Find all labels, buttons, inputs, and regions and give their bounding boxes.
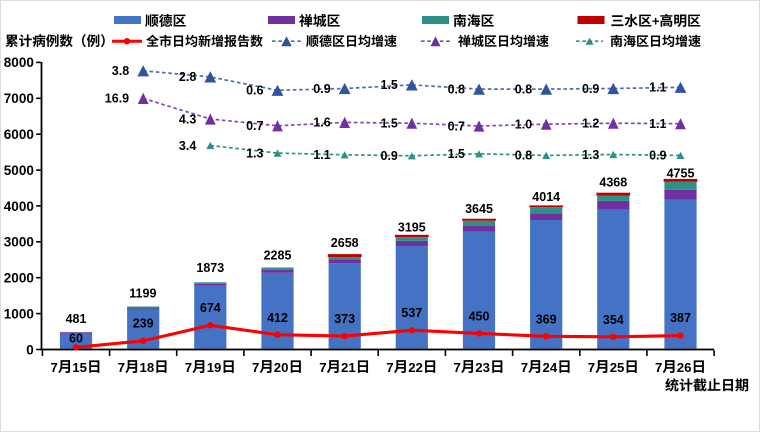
svg-text:15: 15	[72, 360, 87, 375]
svg-text:7: 7	[521, 360, 528, 375]
svg-text:674: 674	[200, 301, 221, 315]
svg-text:23: 23	[475, 360, 490, 375]
svg-text:7: 7	[386, 360, 393, 375]
svg-text:1.0: 1.0	[515, 118, 532, 132]
svg-text:2658: 2658	[331, 236, 359, 250]
svg-text:6000: 6000	[4, 127, 34, 142]
svg-text:24: 24	[543, 360, 558, 375]
svg-text:1.5: 1.5	[381, 117, 398, 131]
svg-text:0.8: 0.8	[448, 82, 465, 96]
svg-text:0.7: 0.7	[448, 119, 465, 133]
svg-text:0.9: 0.9	[381, 149, 398, 163]
svg-text:8000: 8000	[4, 55, 34, 70]
svg-text:2.8: 2.8	[179, 70, 196, 84]
svg-text:7: 7	[51, 360, 58, 375]
svg-text:1.6: 1.6	[313, 116, 330, 130]
svg-text:18: 18	[140, 360, 155, 375]
svg-text:5000: 5000	[4, 163, 34, 178]
svg-text:3195: 3195	[398, 220, 426, 234]
svg-text:7: 7	[454, 360, 461, 375]
svg-text:1.5: 1.5	[381, 78, 398, 92]
svg-text:1.1: 1.1	[649, 81, 666, 95]
svg-text:481: 481	[66, 312, 87, 326]
svg-text:450: 450	[469, 309, 490, 323]
svg-text:0.9: 0.9	[582, 82, 599, 96]
svg-text:7: 7	[655, 360, 662, 375]
svg-text:1.5: 1.5	[448, 147, 465, 161]
svg-text:7: 7	[118, 360, 125, 375]
svg-text:1199: 1199	[129, 286, 156, 300]
svg-text:7: 7	[185, 360, 192, 375]
svg-text:7: 7	[319, 360, 326, 375]
svg-text:1.3: 1.3	[582, 148, 599, 162]
svg-text:0.9: 0.9	[649, 149, 666, 163]
svg-text:0.6: 0.6	[246, 84, 263, 98]
svg-text:1.3: 1.3	[246, 146, 263, 160]
svg-text:7: 7	[588, 360, 595, 375]
svg-text:0.7: 0.7	[246, 119, 263, 133]
svg-text:1.1: 1.1	[313, 148, 330, 162]
svg-text:239: 239	[133, 316, 154, 330]
svg-text:1000: 1000	[4, 306, 34, 321]
svg-text:0.8: 0.8	[515, 149, 532, 163]
svg-text:373: 373	[334, 312, 355, 326]
svg-text:3.4: 3.4	[179, 139, 196, 153]
svg-text:+: +	[652, 14, 660, 29]
svg-text:4755: 4755	[667, 166, 695, 180]
svg-text:3.8: 3.8	[112, 64, 129, 78]
svg-text:21: 21	[341, 360, 356, 375]
svg-text:3645: 3645	[465, 202, 493, 216]
svg-text:4000: 4000	[4, 199, 34, 214]
svg-text:19: 19	[207, 360, 222, 375]
svg-text:369: 369	[536, 312, 557, 326]
svg-text:387: 387	[670, 311, 691, 325]
svg-text:25: 25	[610, 360, 625, 375]
svg-text:412: 412	[267, 311, 288, 325]
svg-text:4368: 4368	[599, 176, 627, 190]
svg-text:60: 60	[69, 331, 83, 345]
svg-text:4.3: 4.3	[179, 112, 196, 126]
svg-text:1.1: 1.1	[649, 117, 666, 131]
svg-text:26: 26	[677, 360, 692, 375]
svg-text:4014: 4014	[532, 190, 560, 204]
svg-text:2000: 2000	[4, 271, 34, 286]
svg-text:22: 22	[408, 360, 423, 375]
svg-text:7: 7	[252, 360, 259, 375]
svg-text:1.2: 1.2	[582, 117, 599, 131]
svg-text:3000: 3000	[4, 235, 34, 250]
svg-text:7000: 7000	[4, 91, 34, 106]
svg-text:2285: 2285	[264, 248, 292, 262]
svg-text:16.9: 16.9	[105, 92, 129, 106]
svg-text:0.9: 0.9	[313, 82, 330, 96]
svg-text:354: 354	[603, 313, 624, 327]
svg-text:537: 537	[401, 306, 422, 320]
svg-text:20: 20	[274, 360, 289, 375]
svg-text:1873: 1873	[196, 261, 224, 275]
svg-text:0: 0	[26, 342, 34, 357]
svg-text:0.8: 0.8	[515, 82, 532, 96]
